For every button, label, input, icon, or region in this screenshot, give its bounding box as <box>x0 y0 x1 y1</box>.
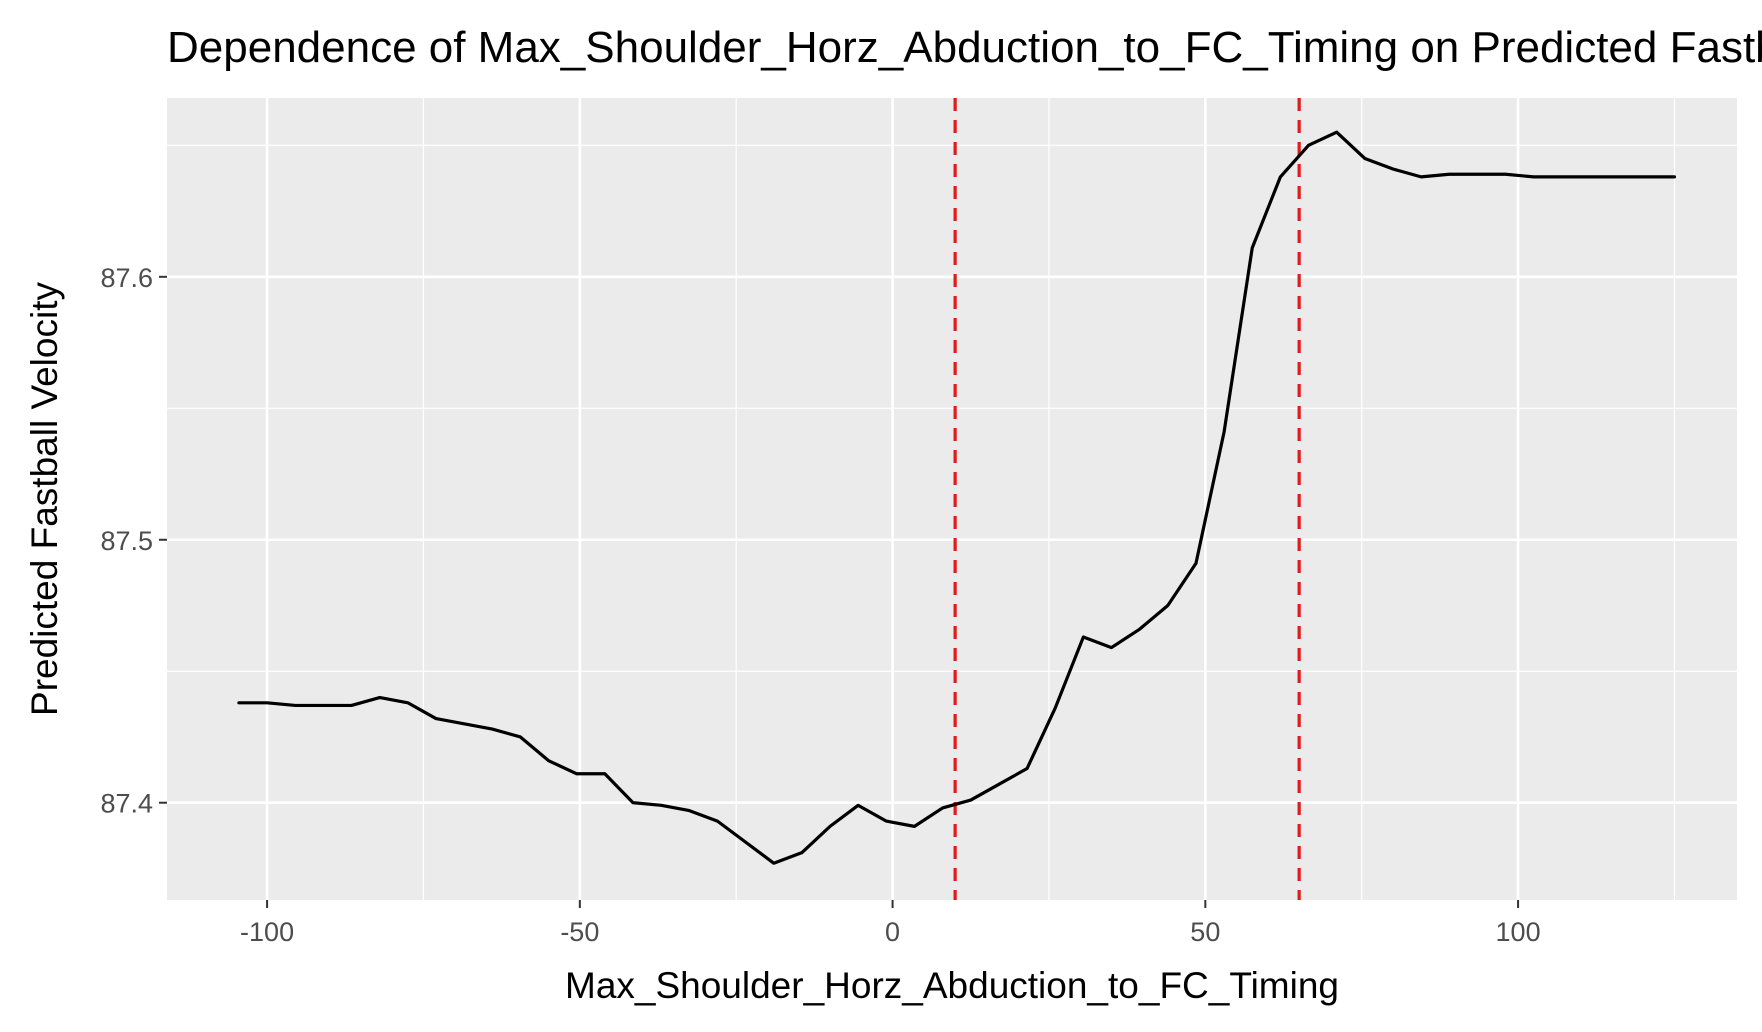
series-line <box>237 130 1677 865</box>
chart-title: Dependence of Max_Shoulder_Horz_Abductio… <box>167 23 1762 72</box>
y-tick-label: 87.6 <box>100 263 153 293</box>
data-point <box>1363 156 1367 160</box>
data-point <box>997 782 1001 786</box>
data-point <box>1672 175 1676 179</box>
data-point <box>659 803 663 807</box>
series-group <box>237 130 1677 865</box>
data-point <box>350 703 354 707</box>
data-point <box>1560 175 1564 179</box>
data-point <box>1532 175 1536 179</box>
data-point <box>1194 561 1198 565</box>
data-point <box>265 701 269 705</box>
x-axis-title: Max_Shoulder_Horz_Abduction_to_FC_Timing <box>565 965 1339 1006</box>
data-point <box>715 819 719 823</box>
data-point <box>1307 143 1311 147</box>
data-point <box>1166 603 1170 607</box>
data-point <box>800 851 804 855</box>
data-point <box>1644 175 1648 179</box>
y-tick-label: 87.4 <box>100 789 153 819</box>
data-point <box>969 798 973 802</box>
reference-lines <box>953 98 1301 900</box>
data-point <box>1250 246 1254 250</box>
data-point <box>603 772 607 776</box>
data-point <box>237 701 241 705</box>
data-point <box>912 824 916 828</box>
y-axis-title: Predicted Fastball Velocity <box>24 282 65 716</box>
plot-panel <box>167 98 1737 900</box>
x-tick-label: -50 <box>560 917 599 947</box>
data-point <box>1504 172 1508 176</box>
data-point <box>1391 167 1395 171</box>
x-tick-label: 50 <box>1190 917 1220 947</box>
data-point <box>1278 175 1282 179</box>
data-point <box>1475 172 1479 176</box>
y-tick-label: 87.5 <box>100 526 153 556</box>
y-axis-ticks: 87.4 87.5 87.6 <box>100 263 167 819</box>
data-point <box>1110 646 1114 650</box>
data-point <box>1025 767 1029 771</box>
data-point <box>772 861 776 865</box>
data-point <box>462 722 466 726</box>
data-point <box>1616 175 1620 179</box>
data-point <box>1081 635 1085 639</box>
data-point <box>1138 627 1142 631</box>
data-point <box>856 803 860 807</box>
data-point <box>1335 130 1339 134</box>
data-point <box>631 801 635 805</box>
data-point <box>575 772 579 776</box>
data-point <box>321 703 325 707</box>
x-axis-ticks: -100 -50 0 50 100 <box>240 900 1541 947</box>
data-point <box>1419 175 1423 179</box>
data-point <box>1222 430 1226 434</box>
data-point <box>490 727 494 731</box>
data-point <box>828 824 832 828</box>
data-point <box>518 735 522 739</box>
data-point <box>406 701 410 705</box>
data-point <box>941 806 945 810</box>
data-point <box>378 696 382 700</box>
data-point <box>434 717 438 721</box>
data-point <box>687 809 691 813</box>
data-point <box>744 840 748 844</box>
data-point <box>1053 706 1057 710</box>
data-point <box>547 759 551 763</box>
data-point <box>884 819 888 823</box>
minor-gridlines <box>167 98 1737 900</box>
data-point <box>1447 172 1451 176</box>
x-tick-label: -100 <box>240 917 294 947</box>
major-gridlines <box>167 98 1737 900</box>
data-point <box>1588 175 1592 179</box>
data-point <box>293 703 297 707</box>
x-tick-label: 100 <box>1496 917 1541 947</box>
x-tick-label: 0 <box>885 917 900 947</box>
